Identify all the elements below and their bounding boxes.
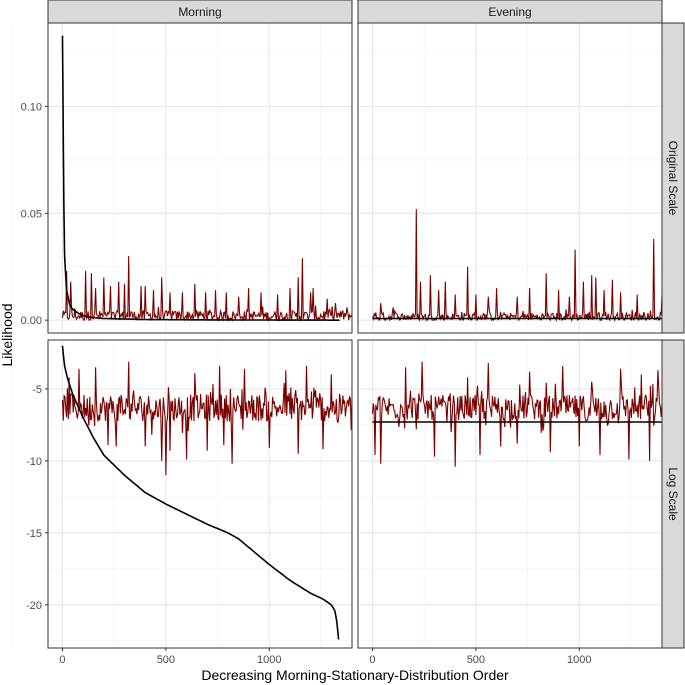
panel-bg-evening-original-scale — [358, 23, 662, 333]
x-tick-label: 1000 — [257, 654, 281, 666]
strip-label-log-scale: Log Scale — [666, 467, 680, 521]
strip-evening — [357, 0, 663, 24]
y-tick-label: 0.10 — [21, 101, 42, 113]
strip-log-scale — [661, 339, 685, 649]
smooth-line-morning-log-scale — [61, 345, 340, 640]
y-axis-title: Likelihood — [0, 303, 15, 366]
x-tick-label: 500 — [467, 654, 485, 666]
strip-original-scale — [661, 22, 685, 334]
strip-label-original-scale: Original Scale — [666, 141, 680, 216]
grid-layer — [10, 23, 662, 648]
tick-layer: 0.00 0.05 0.10 -5 -10 -15 -20 0 500 1000 0 500 1000 — [21, 101, 592, 666]
y-tick-label: -10 — [26, 456, 42, 468]
strip-label-morning: Morning — [178, 5, 221, 19]
y-tick-label: -15 — [26, 528, 42, 540]
smooth-line-morning-original-scale — [61, 35, 340, 321]
panel-border-morning-log-scale — [47, 339, 353, 649]
y-tick-label: 0.05 — [21, 208, 42, 220]
x-tick-label: 0 — [59, 654, 65, 666]
noisy-line-morning-log-scale — [61, 361, 353, 476]
strip-morning — [47, 0, 353, 24]
y-tick-label: 0.00 — [21, 315, 42, 327]
panel-bg-morning-original-scale — [48, 23, 352, 333]
strip-label-evening: Evening — [488, 5, 531, 19]
x-tick-label: 1000 — [567, 654, 591, 666]
panel-bg-morning-log-scale — [48, 340, 352, 648]
panel-bg-evening-log-scale — [358, 340, 662, 648]
y-tick-label: -20 — [26, 600, 42, 612]
x-tick-label: 500 — [157, 654, 175, 666]
noisy-line-evening-log-scale — [371, 361, 663, 467]
x-tick-label: 0 — [369, 654, 375, 666]
y-tick-label: -5 — [32, 384, 42, 396]
x-axis-title: Decreasing Morning-Stationary-Distributi… — [201, 667, 509, 683]
series-layer — [61, 35, 663, 640]
